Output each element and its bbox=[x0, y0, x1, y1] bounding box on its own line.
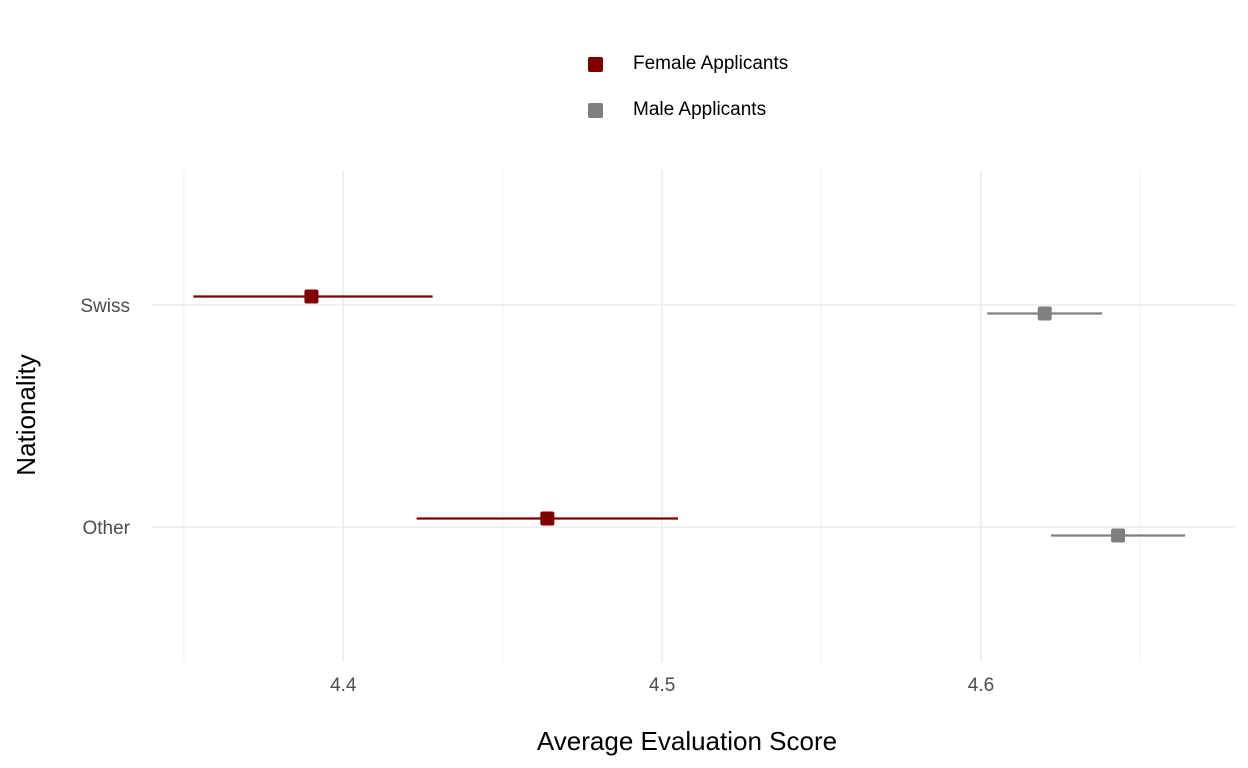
data-marks bbox=[193, 289, 1185, 543]
x-tick-label: 4.5 bbox=[649, 675, 675, 696]
legend: Female Applicants Male Applicants bbox=[588, 52, 788, 144]
legend-label-female: Female Applicants bbox=[633, 53, 789, 74]
data-point bbox=[1111, 528, 1126, 543]
y-tick-label: Swiss bbox=[80, 296, 130, 317]
x-tick-label: 4.6 bbox=[968, 675, 994, 696]
y-axis-title: Nationality bbox=[11, 354, 41, 475]
legend-item-male: Male Applicants bbox=[588, 98, 788, 122]
legend-label-male: Male Applicants bbox=[633, 99, 767, 120]
legend-item-female: Female Applicants bbox=[588, 52, 788, 76]
y-tick-labels: Swiss Other bbox=[80, 296, 130, 539]
legend-key-male bbox=[588, 102, 603, 118]
x-axis-title: Average Evaluation Score bbox=[537, 726, 837, 756]
x-tick-labels: 4.4 4.5 4.6 bbox=[330, 675, 994, 696]
data-point bbox=[304, 289, 319, 304]
x-tick-label: 4.4 bbox=[330, 675, 357, 696]
y-tick-label: Other bbox=[82, 518, 130, 539]
data-point bbox=[540, 511, 555, 526]
data-point bbox=[1037, 306, 1052, 321]
legend-key-female bbox=[588, 56, 603, 72]
grid-lines bbox=[152, 170, 1236, 662]
